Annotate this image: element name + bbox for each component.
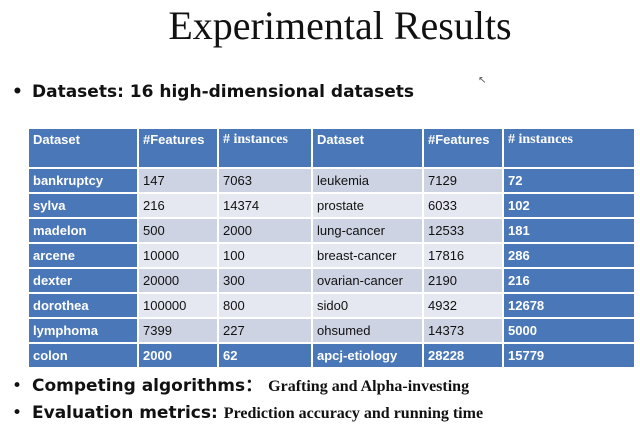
table-cell: dexter (29, 269, 137, 292)
table-cell: 20000 (139, 269, 217, 292)
table-cell: 2190 (424, 269, 502, 292)
table-cell: 12678 (504, 294, 634, 317)
table-cell: 62 (219, 344, 311, 367)
column-header: Dataset (29, 129, 137, 167)
table-row: madelon 500 2000 lung-cancer 12533 181 (29, 219, 634, 242)
column-header: #Features (139, 129, 217, 167)
table-cell: sido0 (313, 294, 422, 317)
table-cell: ohsumed (313, 319, 422, 342)
table-cell: 4932 (424, 294, 502, 317)
table-cell: 227 (219, 319, 311, 342)
table-cell: colon (29, 344, 137, 367)
table-cell: 102 (504, 194, 634, 217)
table-cell: breast-cancer (313, 244, 422, 267)
table-cell: 2000 (139, 344, 217, 367)
table-cell: 800 (219, 294, 311, 317)
slide-title: Experimental Results (168, 3, 512, 48)
table-row: dorothea 100000 800 sido0 4932 12678 (29, 294, 634, 317)
table-cell: 147 (139, 169, 217, 192)
column-header: #Features (424, 129, 502, 167)
table-cell: ovarian-cancer (313, 269, 422, 292)
table-cell: 7129 (424, 169, 502, 192)
column-header: Dataset (313, 129, 422, 167)
table-cell: 14374 (219, 194, 311, 217)
table-cell: 181 (504, 219, 634, 242)
bullet-metrics: • Evaluation metrics: Prediction accuracy … (12, 403, 484, 423)
table-cell: apcj-etiology (313, 344, 422, 367)
table-cell: madelon (29, 219, 137, 242)
mouse-cursor-icon: ↖ (478, 75, 487, 86)
table-cell: 6033 (424, 194, 502, 217)
table-cell: 10000 (139, 244, 217, 267)
table-cell: 14373 (424, 319, 502, 342)
table-cell: 2000 (219, 219, 311, 242)
table-cell: prostate (313, 194, 422, 217)
column-header: # instances (504, 129, 634, 167)
column-header: # instances (219, 129, 311, 167)
table-cell: 216 (139, 194, 217, 217)
table-cell: 7399 (139, 319, 217, 342)
table-cell: 100 (219, 244, 311, 267)
table-cell: sylva (29, 194, 137, 217)
table-row: colon 2000 62 apcj-etiology 28228 15779 (29, 344, 634, 367)
table-cell: 5000 (504, 319, 634, 342)
bullet-competing: • Competing algorithms： Grafting and Alpha… (12, 376, 470, 396)
table-cell: leukemia (313, 169, 422, 192)
table-cell: 17816 (424, 244, 502, 267)
table-row: arcene 10000 100 breast-cancer 17816 286 (29, 244, 634, 267)
table-cell: dorothea (29, 294, 137, 317)
datasets-table: Dataset #Features # instances Dataset #Featu… (27, 127, 636, 369)
table-row: sylva 216 14374 prostate 6033 102 (29, 194, 634, 217)
table-cell: 12533 (424, 219, 502, 242)
table-cell: 300 (219, 269, 311, 292)
table-cell: lymphoma (29, 319, 137, 342)
table-row: bankruptcy 147 7063 leukemia 7129 72 (29, 169, 634, 192)
table-row: dexter 20000 300 ovarian-cancer 2190 216 (29, 269, 634, 292)
table-cell: 500 (139, 219, 217, 242)
table-cell: 72 (504, 169, 634, 192)
table-header: Dataset #Features # instances Dataset #Featu… (29, 129, 634, 167)
table-cell: 28228 (424, 344, 502, 367)
table-cell: 100000 (139, 294, 217, 317)
table-cell: lung-cancer (313, 219, 422, 242)
bullet-datasets: • Datasets: 16 high-dimensional datasets (12, 82, 415, 102)
table-cell: 216 (504, 269, 634, 292)
table-cell: 15779 (504, 344, 634, 367)
table-cell: 286 (504, 244, 634, 267)
table-cell: 7063 (219, 169, 311, 192)
table-cell: bankruptcy (29, 169, 137, 192)
table-cell: arcene (29, 244, 137, 267)
table-row: lymphoma 7399 227 ohsumed 14373 5000 (29, 319, 634, 342)
